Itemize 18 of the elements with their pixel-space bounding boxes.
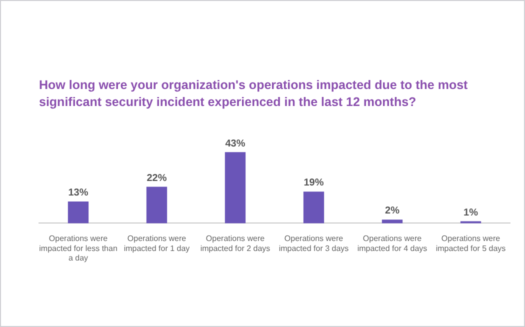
bar bbox=[224, 152, 246, 224]
bar bbox=[303, 192, 324, 224]
bar bbox=[382, 220, 403, 224]
data-label: 2% bbox=[385, 206, 400, 217]
data-label: 13% bbox=[68, 188, 88, 199]
bar bbox=[68, 202, 89, 224]
chart-title: How long were your organization's operations impacted due to the most significant security incident experienced in the last 12 months? bbox=[39, 77, 469, 111]
bar bbox=[146, 186, 168, 224]
data-label: 43% bbox=[225, 138, 246, 150]
x-tick-label: Operations were impacted for 1 day bbox=[124, 234, 190, 253]
x-tick-label: Operations were impacted for 4 days bbox=[357, 234, 428, 253]
x-tick-label: Operations were impacted for 2 days bbox=[200, 234, 270, 253]
x-tick-label: Operations were impacted for less than a day bbox=[39, 234, 118, 262]
data-label: 19% bbox=[304, 178, 324, 189]
x-tick-label: Operations were impacted for 5 days bbox=[436, 234, 506, 253]
data-label: 1% bbox=[464, 207, 478, 218]
x-tick-label: Operations were impacted for 3 days bbox=[278, 234, 349, 253]
data-label: 22% bbox=[146, 172, 167, 184]
